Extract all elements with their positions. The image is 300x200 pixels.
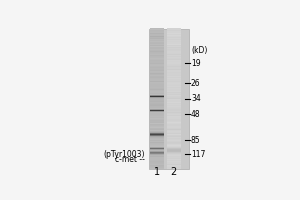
Text: 26: 26 — [191, 79, 201, 88]
Text: (kD): (kD) — [191, 46, 207, 55]
Text: 2: 2 — [170, 167, 177, 177]
Text: 48: 48 — [191, 110, 201, 119]
Text: 117: 117 — [191, 150, 205, 159]
Bar — [149, 29, 189, 169]
Text: c-met --: c-met -- — [115, 155, 145, 164]
Bar — [167, 29, 181, 169]
Text: 34: 34 — [191, 94, 201, 103]
Text: (pTyr1003): (pTyr1003) — [103, 150, 145, 159]
Bar — [150, 29, 164, 169]
Text: 19: 19 — [191, 59, 201, 68]
Text: 85: 85 — [191, 136, 201, 145]
Text: 1: 1 — [154, 167, 160, 177]
